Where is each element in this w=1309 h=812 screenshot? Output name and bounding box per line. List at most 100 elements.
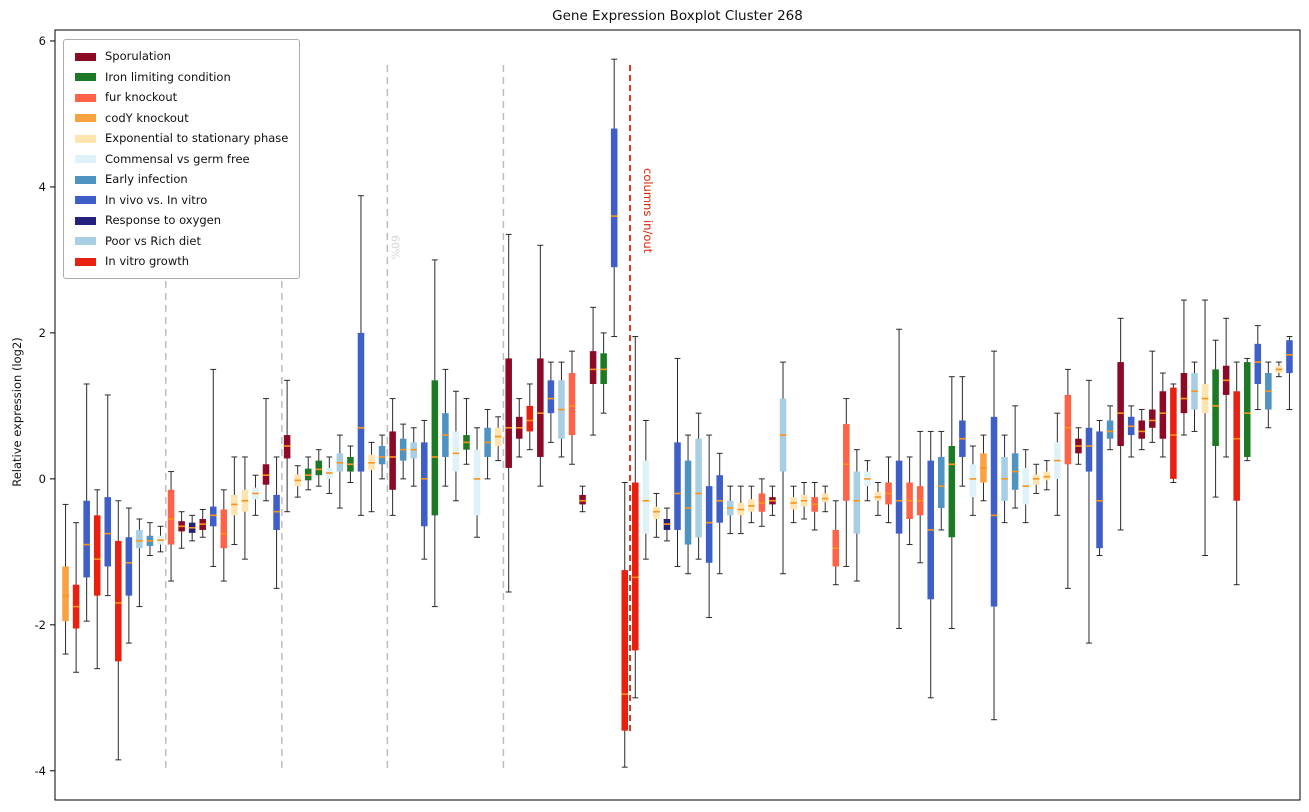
boxplot-item-106 (1180, 299, 1188, 436)
box (843, 424, 850, 501)
legend-item-1: Iron limiting condition (75, 69, 288, 86)
boxplot-item-71 (811, 482, 818, 531)
box (104, 497, 112, 567)
legend-label: Early infection (105, 172, 188, 186)
boxplot-item-61 (705, 434, 713, 619)
boxplot-item-68 (779, 361, 787, 575)
box (93, 515, 101, 596)
boxplot-item-109 (1212, 339, 1219, 498)
boxplot-item-35 (431, 259, 439, 608)
boxplot-item-24 (315, 449, 323, 487)
boxplot-item-17 (241, 456, 249, 560)
boxplot-item-70 (800, 482, 808, 520)
legend-swatch-icon (75, 114, 96, 122)
boxplot-item-105 (1170, 383, 1177, 484)
boxplot-item-14 (209, 368, 217, 567)
y-tick-label: -4 (35, 764, 46, 778)
legend-label: Iron limiting condition (105, 69, 231, 84)
boxplot-item-40 (484, 409, 491, 480)
box (589, 351, 597, 384)
box (642, 460, 650, 534)
box (547, 380, 555, 414)
boxplot-item-103 (1149, 350, 1156, 443)
boxplot-item-97 (1085, 379, 1093, 644)
boxplot-item-98 (1096, 419, 1103, 556)
box (357, 332, 365, 472)
box (1170, 387, 1177, 479)
box (136, 529, 143, 549)
boxplot-item-9 (157, 525, 164, 553)
box (1254, 343, 1262, 384)
box (705, 486, 713, 563)
boxplot-item-114 (1265, 361, 1272, 429)
box (1096, 431, 1103, 549)
boxplot-item-53 (621, 482, 629, 768)
box (684, 460, 692, 545)
boxplot-item-7 (136, 518, 143, 608)
box (621, 570, 629, 731)
legend-swatch-icon (75, 216, 96, 225)
boxplot-item-54 (632, 336, 639, 699)
boxplot-item-50 (589, 306, 597, 436)
boxplot-item-20 (273, 456, 280, 589)
boxplot-item-74 (843, 398, 850, 567)
legend-label: codY knockout (105, 110, 189, 125)
boxplot-item-78 (885, 456, 892, 524)
boxplot-item-108 (1201, 299, 1209, 556)
boxplot-item-104 (1159, 372, 1167, 458)
box (568, 373, 576, 436)
boxplot-item-45 (537, 244, 544, 487)
boxplot-item-25 (326, 456, 333, 494)
box (83, 500, 90, 578)
group-separator-label: 60% (388, 235, 401, 259)
box (1106, 420, 1114, 439)
boxplot-item-42 (505, 233, 512, 593)
box (1159, 391, 1167, 439)
legend-item-8: Response to oxygen (75, 212, 288, 229)
boxplot-item-39 (473, 427, 481, 538)
boxplot-item-99 (1106, 405, 1114, 451)
boxplot-item-16 (231, 456, 238, 546)
boxplot-item-107 (1191, 361, 1198, 432)
boxplot-item-77 (874, 482, 882, 516)
boxplot-item-80 (906, 456, 913, 546)
box (1180, 373, 1188, 414)
boxplot-item-67 (769, 485, 776, 516)
boxplot-item-81 (916, 430, 924, 564)
legend-label: Exponential to stationary phase (105, 131, 289, 145)
boxplot-item-96 (1075, 427, 1082, 465)
boxplot-item-18 (252, 474, 259, 516)
box (452, 431, 460, 472)
boxplot-item-36 (442, 368, 449, 487)
boxplot-item-10 (167, 471, 175, 582)
legend-label: In vitro growth (105, 254, 190, 268)
boxplot-item-8 (146, 522, 154, 556)
y-tick-label: 2 (39, 326, 46, 340)
box (220, 509, 228, 549)
legend-label: Commensal vs germ free (105, 151, 250, 166)
box (1243, 362, 1251, 457)
boxplot-item-94 (1054, 412, 1061, 516)
legend-item-2: fur knockout (75, 89, 288, 106)
boxplot-item-51 (600, 332, 607, 414)
boxplot-item-4 (104, 394, 112, 597)
boxplot-item-66 (758, 478, 766, 527)
box (378, 446, 386, 465)
boxplot-item-15 (220, 489, 228, 582)
boxplot-item-88 (990, 350, 998, 721)
boxplot-item-0 (62, 503, 69, 655)
boxplot-item-72 (821, 485, 829, 513)
legend-item-4: Exponential to stationary phase (75, 130, 288, 147)
box (526, 405, 534, 432)
box (1085, 427, 1093, 472)
boxplot-item-85 (959, 376, 966, 487)
boxplot-item-30 (378, 434, 386, 480)
boxplot-item-102 (1138, 409, 1146, 451)
boxplot-item-59 (684, 434, 692, 575)
boxplot-item-62 (716, 452, 723, 575)
legend-swatch-icon (75, 134, 96, 143)
y-tick-label: 6 (39, 34, 46, 48)
box (537, 358, 544, 457)
boxplot-item-75 (853, 449, 861, 582)
